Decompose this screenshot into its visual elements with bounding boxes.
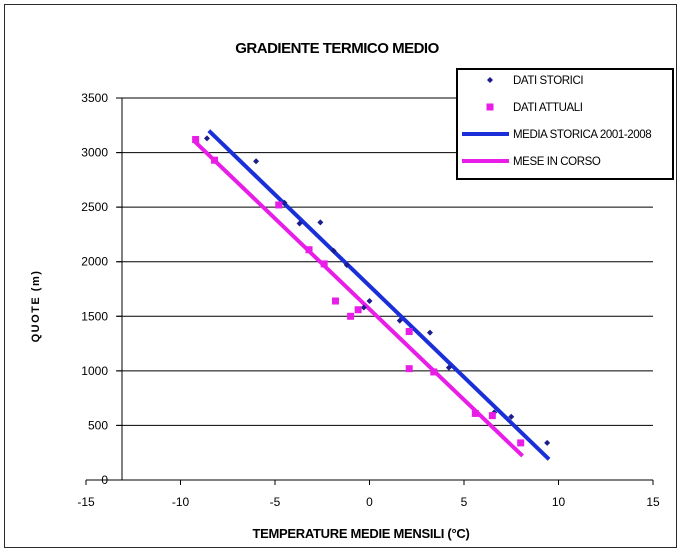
x-tick-label: 0	[366, 495, 373, 509]
data-point	[405, 328, 413, 336]
data-point	[517, 439, 525, 447]
data-point	[354, 306, 362, 314]
legend-label: DATI STORICI	[513, 75, 583, 87]
data-point	[281, 199, 288, 206]
x-tick-label: 10	[552, 495, 566, 509]
legend-box	[456, 68, 674, 180]
data-point	[488, 412, 496, 420]
y-tick-label: 1000	[81, 364, 108, 378]
legend-label: MESE IN CORSO	[513, 156, 601, 168]
data-point	[211, 156, 219, 164]
chart-title: GRADIENTE TERMICO MEDIO	[235, 40, 439, 57]
series-line	[192, 139, 524, 458]
y-tick-label: 3500	[81, 91, 108, 105]
data-point	[317, 219, 324, 226]
x-tick-label: 5	[461, 495, 468, 509]
chart-frame: GRADIENTE TERMICO MEDIO -15 -10 -5 0 5 10 15 0…	[4, 4, 677, 548]
x-axis-title: TEMPERATURE MEDIE MENSILI (°C)	[253, 526, 470, 541]
series-layer	[192, 129, 551, 461]
y-axis-title: QUOTE (m)	[30, 270, 42, 343]
x-tick-labels: -15 -10 -5 0 5 10 15	[77, 495, 660, 509]
data-point	[508, 413, 515, 420]
data-point	[426, 329, 433, 336]
x-tick-label: -10	[172, 495, 190, 509]
series-line	[207, 129, 551, 461]
data-point	[275, 201, 283, 209]
y-tick-label: 500	[88, 418, 108, 432]
data-point	[366, 298, 373, 305]
data-point	[253, 158, 260, 165]
x-tick-label: -15	[77, 495, 95, 509]
y-tick-label: 1500	[81, 309, 108, 323]
y-tick-label: 2500	[81, 200, 108, 214]
data-point	[471, 409, 479, 417]
data-point	[445, 364, 452, 371]
x-tick-label: 15	[646, 495, 660, 509]
legend-swatch	[487, 77, 493, 83]
axes	[85, 97, 654, 485]
data-point	[544, 439, 551, 446]
legend: DATI STORICI DATI ATTUALI MEDIA STORICA 20…	[456, 68, 674, 180]
data-point	[330, 247, 337, 254]
y-tick-labels: 0 500 1000 1500 2000 2500 3000 3500	[81, 91, 108, 487]
y-tick-label: 0	[101, 473, 108, 487]
y-tick-label: 3000	[81, 146, 108, 160]
data-point	[396, 317, 403, 324]
legend-label: DATI ATTUALI	[513, 102, 583, 114]
x-tick-label: -5	[270, 495, 281, 509]
data-point	[430, 368, 438, 376]
data-point	[192, 135, 200, 143]
legend-label: MEDIA STORICA 2001-2008	[513, 129, 651, 141]
data-point	[320, 260, 328, 268]
data-point	[405, 365, 413, 373]
legend-swatch	[486, 103, 494, 111]
data-point	[360, 304, 367, 311]
data-point	[203, 135, 210, 142]
data-point	[347, 312, 355, 320]
y-tick-label: 2000	[81, 255, 108, 269]
data-point	[296, 220, 303, 227]
data-point	[305, 246, 313, 254]
chart-svg: GRADIENTE TERMICO MEDIO -15 -10 -5 0 5 10 15 0…	[30, 40, 674, 541]
data-point	[331, 297, 339, 305]
data-point	[343, 261, 350, 268]
